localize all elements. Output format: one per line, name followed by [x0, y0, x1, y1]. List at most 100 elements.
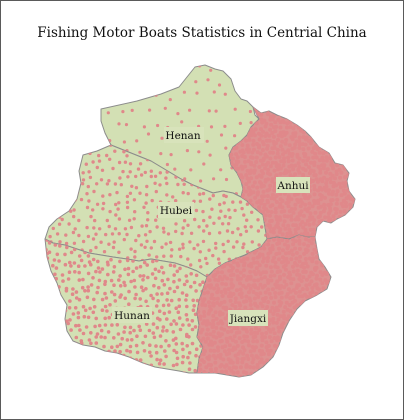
density-dot: [99, 335, 103, 339]
density-dot: [293, 353, 298, 358]
density-dot: [114, 70, 118, 74]
density-dot: [248, 109, 252, 114]
density-dot: [329, 117, 333, 122]
density-dot: [48, 328, 53, 333]
density-dot: [349, 122, 354, 127]
density-dot: [206, 311, 211, 316]
density-dot: [246, 339, 251, 344]
density-dot: [319, 339, 324, 344]
density-dot: [253, 326, 258, 331]
density-dot: [316, 360, 321, 365]
density-dot: [274, 194, 279, 198]
density-dot: [68, 299, 72, 303]
density-dot: [202, 229, 206, 233]
density-dot: [299, 279, 304, 283]
density-dot: [258, 282, 263, 287]
density-dot: [305, 209, 310, 214]
density-dot: [283, 150, 288, 155]
density-dot: [312, 124, 317, 129]
density-dot: [261, 210, 266, 214]
density-dot: [256, 229, 261, 233]
density-dot: [281, 120, 286, 125]
density-dot: [171, 363, 176, 368]
density-dot: [97, 278, 102, 283]
density-dot: [321, 209, 326, 214]
province-label-hunan: Hunan: [114, 310, 150, 322]
density-dot: [233, 353, 238, 358]
density-dot: [275, 217, 280, 222]
density-dot: [274, 376, 279, 377]
density-dot: [117, 160, 122, 165]
density-dot: [57, 259, 61, 263]
density-dot: [272, 300, 276, 305]
density-dot: [45, 369, 49, 373]
density-dot: [128, 170, 132, 174]
density-dot: [58, 338, 62, 342]
density-dot: [108, 209, 112, 214]
density-dot: [275, 221, 280, 226]
density-dot: [263, 275, 267, 280]
density-dot: [188, 240, 192, 244]
density-dot: [120, 336, 124, 341]
density-dot: [286, 159, 291, 164]
density-dot: [125, 258, 130, 263]
density-dot: [144, 322, 149, 326]
density-dot: [224, 369, 229, 374]
density-dot: [199, 265, 203, 269]
density-dot: [327, 287, 331, 292]
density-dot: [83, 308, 88, 313]
density-dot: [248, 276, 253, 281]
density-dot: [114, 202, 118, 207]
density-dot: [289, 281, 294, 286]
density-dot: [198, 330, 203, 335]
density-dot: [93, 218, 97, 223]
density-dot: [105, 218, 110, 223]
density-dot: [352, 191, 355, 196]
density-dot: [318, 246, 323, 251]
density-dot: [325, 143, 329, 148]
density-dot: [193, 325, 198, 329]
density-dot: [51, 178, 55, 182]
density-dot: [97, 153, 101, 158]
density-dot: [339, 114, 344, 119]
density-dot: [277, 286, 282, 291]
density-dot: [209, 375, 214, 377]
density-dot: [48, 234, 52, 239]
density-dot: [318, 210, 323, 215]
density-dot: [100, 308, 105, 313]
density-dot: [274, 366, 279, 371]
density-dot: [304, 283, 309, 288]
density-dot: [289, 257, 294, 262]
density-dot: [159, 152, 163, 156]
density-dot: [228, 69, 232, 73]
density-dot: [333, 176, 337, 181]
density-dot: [330, 173, 335, 178]
density-dot: [268, 265, 273, 270]
density-dot: [86, 271, 91, 276]
density-dot: [307, 222, 312, 227]
density-dot: [326, 376, 331, 377]
density-dot: [318, 236, 323, 239]
density-dot: [334, 155, 339, 159]
density-dot: [67, 367, 71, 371]
density-dot: [46, 221, 50, 226]
density-dot: [343, 141, 348, 146]
density-dot: [161, 325, 166, 329]
density-dot: [222, 364, 227, 369]
density-dot: [325, 358, 330, 362]
density-dot: [293, 231, 298, 236]
density-dot: [307, 256, 312, 261]
density-dot: [100, 168, 105, 172]
density-dot: [304, 340, 309, 344]
density-dot: [97, 323, 102, 328]
density-dot: [339, 170, 344, 175]
density-dot: [266, 375, 271, 377]
density-dot: [45, 293, 46, 297]
density-dot: [332, 120, 337, 125]
density-dot: [257, 263, 262, 268]
density-dot: [257, 165, 262, 169]
density-dot: [280, 139, 285, 144]
density-dot: [258, 272, 263, 277]
density-dot: [278, 171, 283, 176]
density-dot: [338, 110, 343, 115]
